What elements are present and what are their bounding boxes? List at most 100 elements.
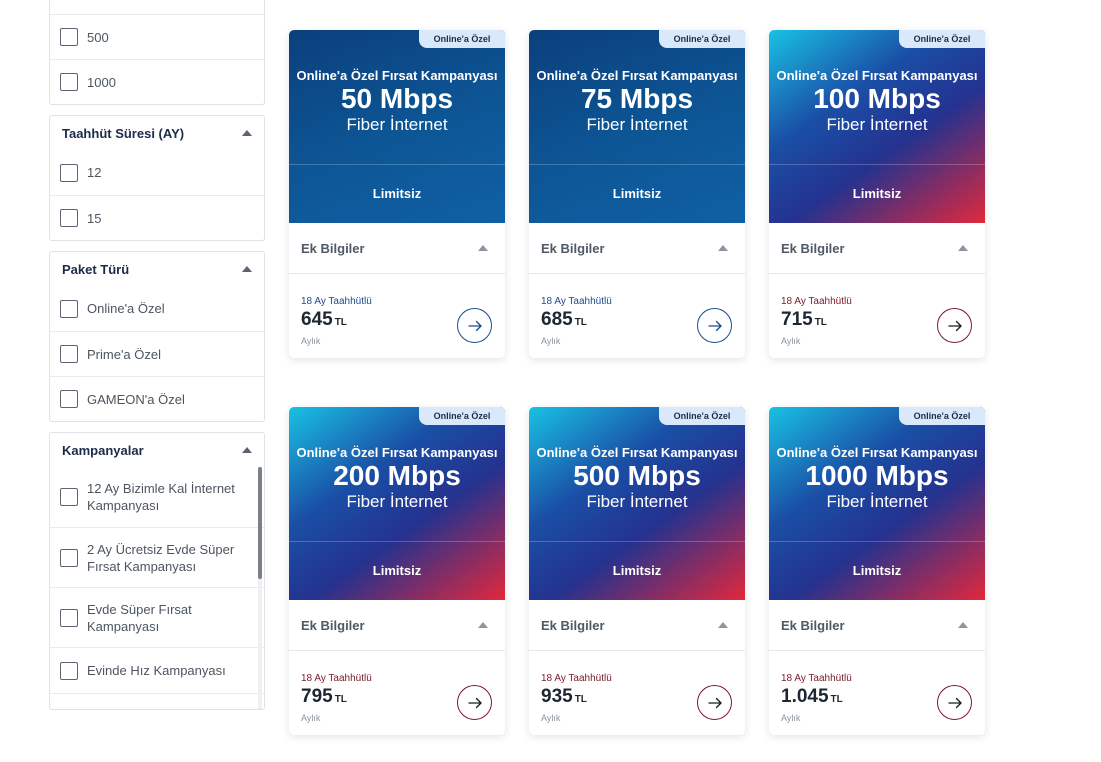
package-limit: Limitsiz <box>852 186 902 201</box>
campaign-subtitle: Online'a Özel Fırsat Kampanyası <box>536 445 738 460</box>
select-package-button[interactable] <box>457 308 492 343</box>
select-package-button[interactable] <box>697 308 732 343</box>
filter-option[interactable]: 500 <box>50 14 264 59</box>
scrollbar-thumb[interactable] <box>258 467 262 579</box>
price-value: 935 TL <box>541 686 587 707</box>
price-value: 685 TL <box>541 309 587 330</box>
filter-option[interactable]: Evde Süper Fırsat Kampanyası <box>50 587 264 647</box>
filter-option[interactable]: 12 <box>50 150 264 195</box>
checkbox-icon[interactable] <box>60 73 78 91</box>
package-hero: Online'a Özel Online'a Özel Fırsat Kampa… <box>289 30 505 223</box>
checkbox-icon[interactable] <box>60 28 78 46</box>
campaign-list[interactable]: 12 Ay Bizimle Kal İnternet Kampanyası 2 … <box>50 467 264 709</box>
extra-info-toggle[interactable]: Ek Bilgiler <box>529 600 745 651</box>
package-card: Online'a Özel Online'a Özel Fırsat Kampa… <box>529 30 745 358</box>
commitment-text: 18 Ay Taahhütlü <box>541 296 612 307</box>
caret-up-icon[interactable] <box>958 245 968 251</box>
hero-divider <box>289 164 505 165</box>
checkbox-icon[interactable] <box>60 163 78 182</box>
filter-option-500[interactable] <box>50 0 264 14</box>
period-label: Aylık <box>541 713 561 723</box>
arrow-right-icon <box>467 697 482 708</box>
checkbox-icon[interactable] <box>60 548 78 567</box>
filter-option-label: GAMEON'a Özel <box>87 391 185 407</box>
filter-option[interactable] <box>50 693 264 707</box>
campaign-subtitle: Online'a Özel Fırsat Kampanyası <box>536 68 738 83</box>
commitment-text: 18 Ay Taahhütlü <box>541 673 612 684</box>
arrow-right-icon <box>707 320 722 331</box>
extra-info-label: Ek Bilgiler <box>301 617 365 633</box>
filter-header[interactable]: Kampanyalar <box>50 433 264 467</box>
filter-option[interactable]: 15 <box>50 195 264 240</box>
filter-option-label: 12 <box>87 165 102 180</box>
extra-info-toggle[interactable]: Ek Bilgiler <box>289 600 505 651</box>
checkbox-icon[interactable] <box>60 608 78 627</box>
price-section: 18 Ay Taahhütlü 1.045 TL Aylık <box>769 651 985 735</box>
arrow-right-icon <box>947 697 962 708</box>
package-limit: Limitsiz <box>372 186 422 201</box>
caret-up-icon[interactable] <box>958 622 968 628</box>
hero-divider <box>769 541 985 542</box>
checkbox-icon[interactable] <box>60 345 78 363</box>
package-type: Fiber İnternet <box>586 115 688 134</box>
filter-header[interactable]: Taahhüt Süresi (AY) <box>50 116 264 150</box>
select-package-button[interactable] <box>697 685 732 720</box>
extra-info-toggle[interactable]: Ek Bilgiler <box>289 223 505 274</box>
caret-up-icon[interactable] <box>718 245 728 251</box>
checkbox-icon[interactable] <box>60 209 78 227</box>
online-badge: Online'a Özel <box>659 30 745 48</box>
extra-info-toggle[interactable]: Ek Bilgiler <box>769 223 985 274</box>
caret-up-icon[interactable] <box>478 622 488 628</box>
online-badge: Online'a Özel <box>419 407 505 425</box>
filter-option[interactable]: GAMEON'a Özel <box>50 376 264 421</box>
filter-option[interactable]: Online'a Özel <box>50 286 264 331</box>
select-package-button[interactable] <box>457 685 492 720</box>
package-card: Online'a Özel Online'a Özel Fırsat Kampa… <box>289 30 505 358</box>
hero-divider <box>289 541 505 542</box>
select-package-button[interactable] <box>937 308 972 343</box>
package-card: Online'a Özel Online'a Özel Fırsat Kampa… <box>769 407 985 735</box>
select-package-button[interactable] <box>937 685 972 720</box>
campaign-subtitle: Online'a Özel Fırsat Kampanyası <box>776 445 978 460</box>
extra-info-label: Ek Bilgiler <box>781 617 845 633</box>
package-limit: Limitsiz <box>612 186 662 201</box>
filter-option[interactable]: 2 Ay Ücretsiz Evde Süper Fırsat Kampanya… <box>50 527 264 587</box>
caret-up-icon[interactable] <box>478 245 488 251</box>
caret-up-icon[interactable] <box>718 622 728 628</box>
arrow-right-icon <box>947 320 962 331</box>
package-speed: 75 Mbps <box>580 83 694 114</box>
commitment-text: 18 Ay Taahhütlü <box>301 296 372 307</box>
package-card: Online'a Özel Online'a Özel Fırsat Kampa… <box>289 407 505 735</box>
package-card: Online'a Özel Online'a Özel Fırsat Kampa… <box>529 407 745 735</box>
currency-label: TL <box>334 317 347 328</box>
package-limit: Limitsiz <box>612 563 662 578</box>
filter-option[interactable]: 1000 <box>50 59 264 104</box>
caret-up-icon[interactable] <box>242 130 252 136</box>
price-section: 18 Ay Taahhütlü 795 TL Aylık <box>289 651 505 735</box>
checkbox-icon[interactable] <box>60 299 78 318</box>
filter-option-label: 1000 <box>87 74 116 90</box>
filter-option[interactable]: Prime'a Özel <box>50 331 264 376</box>
checkbox-icon[interactable] <box>60 390 78 408</box>
caret-up-icon[interactable] <box>242 266 252 272</box>
price-value: 645 TL <box>301 309 347 330</box>
caret-up-icon[interactable] <box>242 447 252 453</box>
period-label: Aylık <box>301 713 321 723</box>
filter-option-label: Online'a Özel <box>87 301 165 316</box>
filter-option-label: Evinde Hız Kampanyası <box>87 663 226 678</box>
checkbox-icon[interactable] <box>60 661 78 680</box>
filter-option-label: 15 <box>87 210 102 226</box>
checkbox-icon[interactable] <box>60 488 78 506</box>
filter-option[interactable]: Evinde Hız Kampanyası <box>50 647 264 693</box>
extra-info-toggle[interactable]: Ek Bilgiler <box>769 600 985 651</box>
filter-option[interactable]: 12 Ay Bizimle Kal İnternet Kampanyası <box>50 467 264 527</box>
scrollbar-track[interactable] <box>258 467 262 709</box>
price-section: 18 Ay Taahhütlü 935 TL Aylık <box>529 651 745 735</box>
commitment-text: 18 Ay Taahhütlü <box>781 296 852 307</box>
filter-package-type: Paket Türü Online'a Özel Prime'a Özel GA… <box>49 251 265 422</box>
extra-info-toggle[interactable]: Ek Bilgiler <box>529 223 745 274</box>
currency-label: TL <box>574 317 587 328</box>
online-badge: Online'a Özel <box>659 407 745 425</box>
extra-info-label: Ek Bilgiler <box>541 617 605 633</box>
filter-header[interactable]: Paket Türü <box>50 252 264 286</box>
